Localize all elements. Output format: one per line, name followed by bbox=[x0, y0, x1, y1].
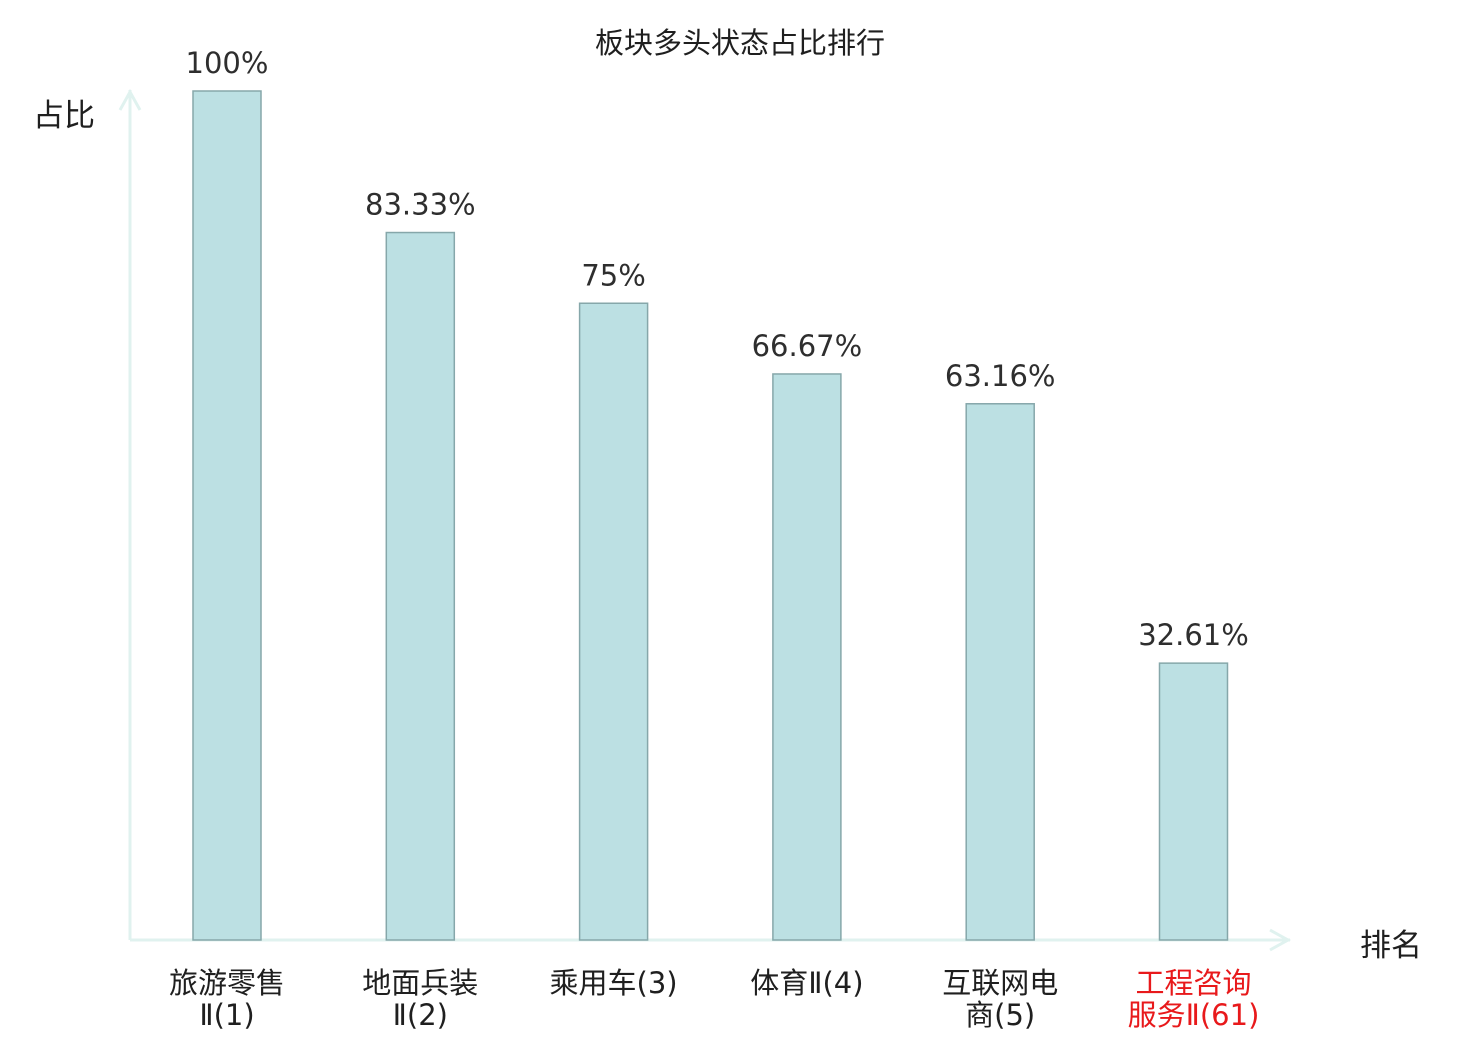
x-tick-label: Ⅱ(2) bbox=[393, 998, 448, 1032]
bar bbox=[772, 373, 842, 941]
data-label: 63.16% bbox=[945, 359, 1056, 393]
bar bbox=[578, 302, 649, 941]
x-tick-label: 乘用车(3) bbox=[550, 966, 678, 1000]
bar bbox=[385, 231, 456, 941]
data-label: 75% bbox=[581, 258, 645, 292]
bar bbox=[192, 90, 262, 941]
data-label: 100% bbox=[186, 46, 269, 80]
x-tick-label: 体育Ⅱ(4) bbox=[750, 966, 863, 1000]
x-tick-label: 服务Ⅱ(61) bbox=[1128, 998, 1260, 1032]
data-label: 66.67% bbox=[752, 329, 863, 363]
x-tick-label: 工程咨询 bbox=[1135, 966, 1251, 1000]
y-axis-label: 占比 bbox=[33, 98, 95, 134]
x-tick-label: 商(5) bbox=[965, 998, 1035, 1032]
chart-title: 板块多头状态占比排行 bbox=[594, 26, 885, 60]
bar bbox=[1158, 662, 1229, 941]
bar bbox=[965, 403, 1035, 941]
x-tick-label: Ⅱ(1) bbox=[199, 998, 254, 1032]
x-tick-label: 地面兵装 bbox=[362, 966, 478, 1000]
x-axis-label: 排名 bbox=[1360, 928, 1422, 964]
y-axis-arrow-icon bbox=[118, 88, 142, 111]
data-label: 83.33% bbox=[365, 188, 476, 222]
data-label: 32.61% bbox=[1138, 618, 1249, 652]
x-axis-arrow-icon bbox=[1269, 928, 1292, 952]
x-tick-label: 互联网电 bbox=[942, 966, 1058, 1000]
x-tick-label: 旅游零售 bbox=[169, 966, 285, 1000]
